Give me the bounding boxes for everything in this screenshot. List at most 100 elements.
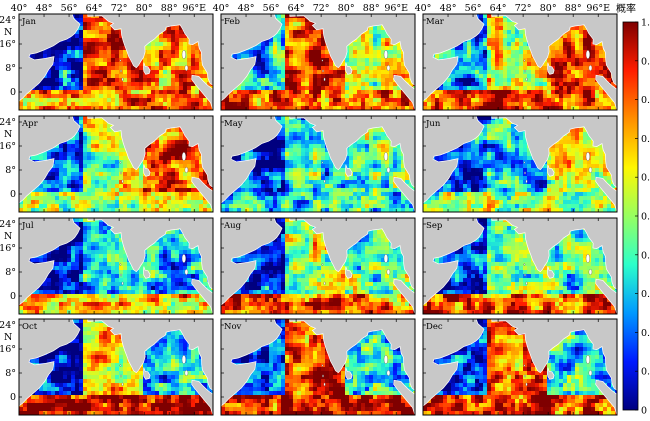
colorbar-tick-label: 0.9: [641, 56, 650, 67]
lon-tick-label: 64°: [288, 3, 305, 14]
land-mask: [19, 14, 213, 110]
lon-tick-label: 48°: [238, 3, 255, 14]
month-label: Apr: [21, 119, 39, 129]
north-axis-letter: N: [4, 27, 12, 38]
lat-tick-label: 16°: [0, 39, 16, 50]
map-panel-oct: Oct: [18, 318, 214, 416]
colorbar-tick-label: 0.2: [641, 328, 650, 339]
lat-tick-label: 24°: [0, 320, 16, 331]
land-mask: [221, 319, 415, 415]
lon-tick-label: 80°: [338, 3, 355, 14]
lat-tick-label: 0: [10, 87, 16, 98]
lon-tick-label: 64°: [86, 3, 103, 14]
lon-tick-label: 40°: [213, 3, 230, 14]
lat-tick-label: 8°: [5, 63, 16, 74]
map-panel-jan: Jan: [18, 13, 214, 111]
lon-tick-label: 40°: [11, 3, 28, 14]
lat-tick-label: 8°: [5, 165, 16, 176]
map-panel-jul: Jul: [18, 217, 214, 315]
map-axes: 40° 48° 56° 64° 72° 80° 88° 96°E 40° 48° 56° 64° 72°…: [0, 3, 610, 403]
panel-frame: [422, 13, 618, 111]
land-mask: [19, 319, 213, 415]
land-mask: [423, 319, 617, 415]
lon-tick-label: 40°: [415, 3, 432, 14]
panel-frame: [220, 318, 416, 416]
month-label: Mar: [426, 17, 445, 27]
lat-tick-label: 16°: [0, 141, 16, 152]
colorbar-tick-label: 0.5: [641, 212, 650, 223]
lon-tick-label: 48°: [36, 3, 53, 14]
month-label: Dec: [426, 322, 443, 332]
map-panel-sep: Sep: [422, 217, 618, 315]
lat-tick-label: 8°: [5, 267, 16, 278]
land-mask: [423, 14, 617, 110]
lon-tick-label: 56°: [61, 3, 78, 14]
lat-tick-label: 16°: [0, 243, 16, 254]
map-panel-apr: Apr: [18, 115, 214, 213]
lat-tick-label: 24°: [0, 219, 16, 230]
month-label: Nov: [224, 322, 242, 332]
lat-tick-label: 24°: [0, 15, 16, 26]
map-panel-may: May: [220, 115, 416, 213]
panel-frame: [18, 217, 214, 315]
colorbar-tick-label: 1.0: [641, 18, 650, 29]
lat-tick-label: 24°: [0, 117, 16, 128]
map-panels: Jan Feb Mar Apr May Jun Jul Aug Sep Oct Nov Dec: [18, 13, 618, 416]
month-label: Feb: [224, 17, 240, 27]
panel-frame: [220, 217, 416, 315]
lon-tick-label: 56°: [263, 3, 280, 14]
land-mask: [19, 218, 213, 314]
land-mask: [221, 14, 415, 110]
lon-tick-label: 48°: [440, 3, 457, 14]
lon-tick-label: 88°: [565, 3, 582, 14]
lat-tick-label: 0: [10, 291, 16, 302]
month-label: Sep: [426, 221, 443, 231]
panel-frame: [422, 318, 618, 416]
month-label: May: [224, 119, 243, 129]
map-panel-dec: Dec: [422, 318, 618, 416]
lon-tick-label: 72°: [515, 3, 532, 14]
lon-tick-label: 72°: [111, 3, 128, 14]
lon-tick-label: 88°: [161, 3, 178, 14]
panel-frame: [220, 115, 416, 213]
map-panel-aug: Aug: [220, 217, 416, 315]
lat-tick-label: 0: [10, 189, 16, 200]
north-axis-letter: N: [4, 129, 12, 140]
colorbar-tick-label: 0.8: [641, 95, 650, 106]
north-axis-letter: N: [4, 231, 12, 242]
month-label: Jul: [21, 221, 34, 231]
panel-frame: [220, 13, 416, 111]
lat-tick-label: 16°: [0, 344, 16, 355]
north-axis-letter: N: [4, 332, 12, 343]
month-label: Jun: [425, 119, 441, 129]
lat-tick-label: 0: [10, 392, 16, 403]
month-label: Oct: [22, 322, 38, 332]
lon-tick-label: 96°E: [586, 3, 610, 14]
land-mask: [221, 116, 415, 212]
panel-frame: [18, 115, 214, 213]
map-panel-nov: Nov: [220, 318, 416, 416]
month-label: Aug: [223, 221, 242, 231]
colorbar: 概率 1.0 0.9 0.8 0.7 0.6 0.5 0.4 0.3 0.2 0.1 0: [616, 2, 650, 417]
panel-frame: [422, 115, 618, 213]
panel-frame: [18, 13, 214, 111]
colorbar-tick-label: 0.6: [641, 173, 650, 184]
lon-tick-label: 64°: [490, 3, 507, 14]
colorbar-tick-label: 0.4: [641, 250, 650, 261]
land-mask: [19, 116, 213, 212]
map-panel-mar: Mar: [422, 13, 618, 111]
lon-tick-label: 72°: [313, 3, 330, 14]
lon-tick-label: 96°E: [384, 3, 408, 14]
colorbar-tick-label: 0.7: [641, 134, 650, 145]
lon-tick-label: 96°E: [182, 3, 206, 14]
colorbar-title: 概率: [616, 2, 636, 15]
map-panel-jun: Jun: [422, 115, 618, 213]
colorbar-tick-label: 0.3: [641, 289, 650, 300]
panel-frame: [18, 318, 214, 416]
lon-tick-label: 80°: [136, 3, 153, 14]
colorbar-tick-label: 0.1: [641, 367, 650, 378]
panel-frame: [422, 217, 618, 315]
land-mask: [423, 218, 617, 314]
map-panel-feb: Feb: [220, 13, 416, 111]
